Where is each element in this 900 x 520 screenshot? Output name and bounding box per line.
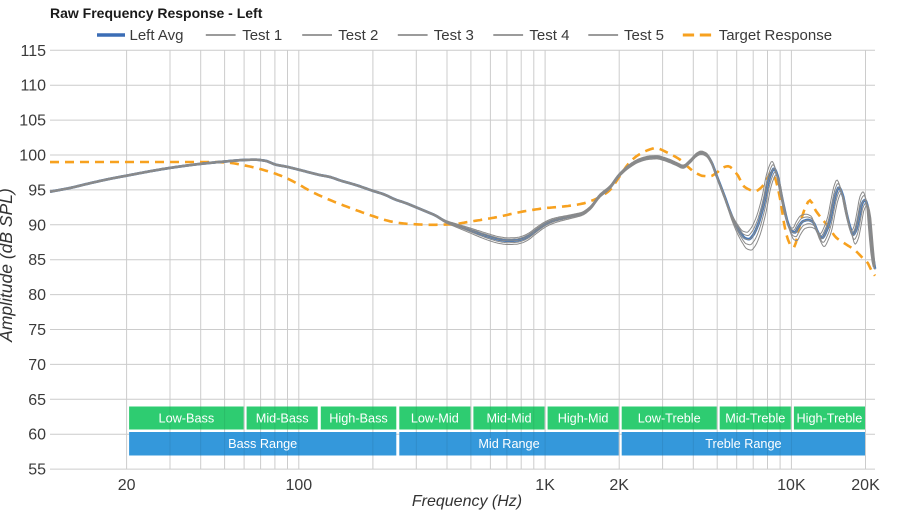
svg-text:Frequency (Hz): Frequency (Hz)	[412, 493, 522, 510]
svg-text:Target Response: Target Response	[719, 27, 832, 44]
svg-text:Mid Range: Mid Range	[478, 437, 539, 451]
svg-text:70: 70	[28, 357, 46, 374]
svg-text:105: 105	[19, 113, 46, 130]
svg-text:Left Avg: Left Avg	[130, 27, 184, 44]
svg-text:80: 80	[28, 287, 46, 304]
svg-text:Mid-Treble: Mid-Treble	[725, 412, 785, 426]
svg-text:Test 4: Test 4	[529, 27, 569, 44]
svg-text:Raw Frequency Response - Left: Raw Frequency Response - Left	[50, 5, 263, 21]
svg-text:90: 90	[28, 217, 46, 234]
svg-text:20K: 20K	[851, 477, 880, 494]
svg-text:Low-Mid: Low-Mid	[411, 412, 459, 426]
svg-text:High-Mid: High-Mid	[558, 412, 609, 426]
svg-text:Test 2: Test 2	[338, 27, 378, 44]
svg-text:1K: 1K	[535, 477, 555, 494]
svg-text:High-Treble: High-Treble	[796, 412, 862, 426]
svg-text:Amplitude (dB SPL): Amplitude (dB SPL)	[0, 188, 16, 343]
svg-text:Bass Range: Bass Range	[228, 437, 297, 451]
svg-text:High-Bass: High-Bass	[329, 412, 388, 426]
svg-text:Mid-Bass: Mid-Bass	[256, 412, 309, 426]
svg-text:115: 115	[20, 43, 46, 60]
svg-text:Treble Range: Treble Range	[705, 437, 781, 451]
svg-text:100: 100	[19, 148, 46, 165]
svg-text:20: 20	[118, 477, 136, 494]
svg-text:Low-Treble: Low-Treble	[638, 412, 701, 426]
svg-text:95: 95	[28, 182, 46, 199]
svg-text:Mid-Mid: Mid-Mid	[486, 412, 531, 426]
svg-text:Test 5: Test 5	[624, 27, 664, 44]
svg-text:65: 65	[28, 392, 46, 409]
svg-text:2K: 2K	[609, 477, 629, 494]
svg-text:75: 75	[28, 322, 46, 339]
svg-text:Low-Bass: Low-Bass	[159, 412, 215, 426]
svg-text:110: 110	[20, 78, 46, 95]
svg-text:55: 55	[28, 462, 46, 479]
svg-text:Test 1: Test 1	[242, 27, 282, 44]
svg-text:10K: 10K	[777, 477, 806, 494]
svg-text:Test 3: Test 3	[434, 27, 474, 44]
svg-text:100: 100	[285, 477, 312, 494]
svg-text:60: 60	[28, 427, 46, 444]
svg-text:85: 85	[28, 252, 46, 269]
